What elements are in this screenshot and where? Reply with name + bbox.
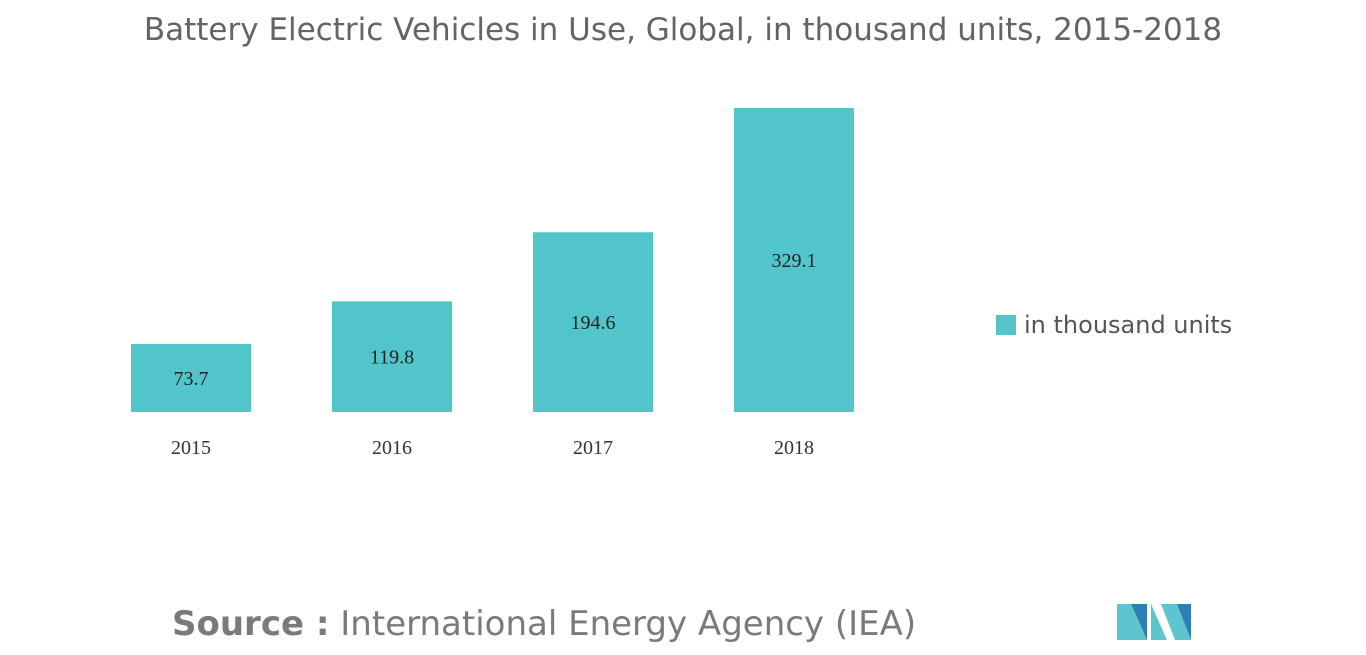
mordor-intelligence-logo-icon	[1117, 604, 1191, 640]
x-tick-label-2017: 2017	[573, 437, 613, 459]
source-prefix: Source :	[172, 604, 330, 644]
x-tick-label-2016: 2016	[372, 437, 412, 459]
x-tick-label-2015: 2015	[171, 437, 211, 459]
bar-value-label-2016: 119.8	[370, 347, 414, 369]
chart-title: Battery Electric Vehicles in Use, Global…	[143, 12, 1223, 48]
legend-swatch	[996, 315, 1016, 335]
bar-2018	[734, 108, 854, 412]
bar-2016	[332, 301, 452, 412]
bar-2015	[131, 343, 251, 412]
source-text: International Energy Agency (IEA)	[340, 604, 917, 644]
legend: in thousand units	[996, 311, 1232, 339]
x-tick-label-2018: 2018	[774, 437, 814, 459]
bar-value-label-2015: 73.7	[174, 368, 209, 390]
bar-value-label-2017: 194.6	[571, 312, 616, 334]
bar-value-label-2018: 329.1	[772, 250, 817, 272]
legend-label: in thousand units	[1024, 311, 1233, 339]
bar-2017	[533, 232, 653, 412]
source-note: Source : International Energy Agency (IE…	[172, 604, 916, 644]
